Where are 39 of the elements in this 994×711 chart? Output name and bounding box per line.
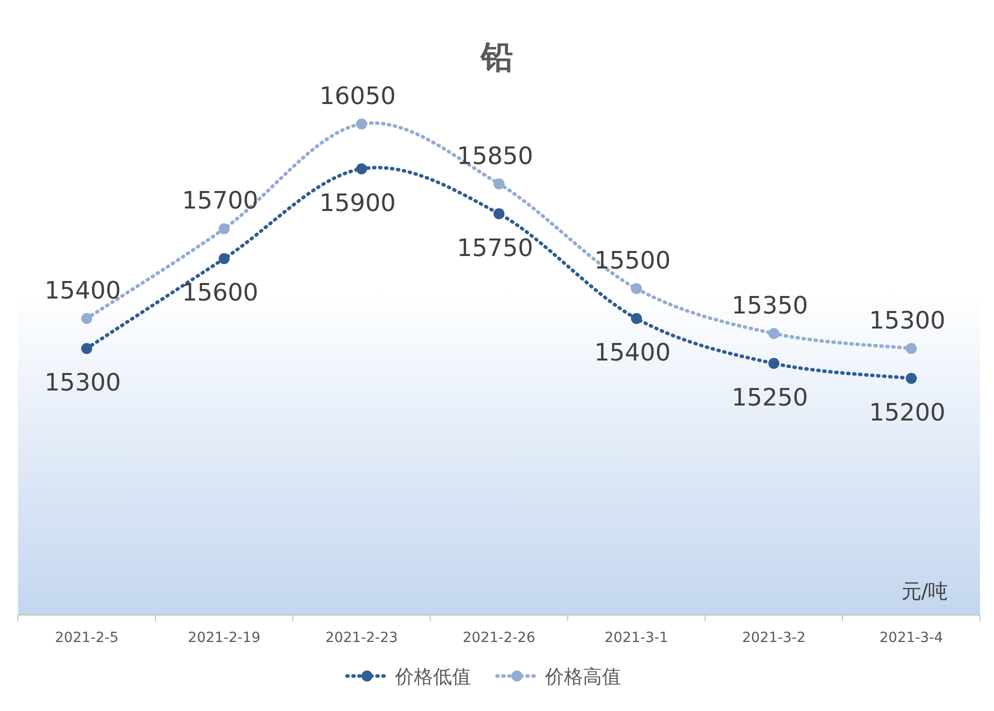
point [768, 358, 780, 369]
x-tick-label: 2021-3-2 [742, 630, 806, 646]
point [630, 313, 642, 324]
data-label: 16050 [319, 82, 396, 110]
text: 元/吨 [901, 579, 948, 603]
point [906, 372, 917, 384]
x-tick-label: 2021-3-1 [604, 630, 668, 646]
data-label: 15200 [869, 398, 946, 426]
legend-label: 价格低值 [394, 666, 471, 688]
point [218, 223, 230, 234]
data-label: 15400 [44, 276, 121, 305]
x-tick-label: 2021-3-4 [880, 630, 944, 646]
point [494, 208, 504, 220]
point [356, 118, 368, 130]
data-label: 15250 [732, 383, 808, 412]
data-label: 15700 [182, 186, 258, 215]
data-label: 15850 [456, 142, 534, 170]
point [768, 328, 780, 339]
data-label: 15750 [456, 234, 534, 262]
point [906, 342, 917, 354]
data-label: 15400 [594, 338, 671, 367]
x-tick-label: 2021-2-19 [188, 630, 260, 646]
x-tick-label: 2021-2-23 [325, 630, 398, 646]
data-label: 15600 [182, 278, 258, 307]
point [494, 178, 504, 190]
point [630, 283, 642, 294]
point [81, 342, 92, 354]
legend-label: 价格高值 [544, 666, 621, 688]
data-label: 15350 [732, 291, 808, 320]
data-label: 15300 [869, 306, 946, 334]
point [356, 163, 368, 174]
data-label: 15900 [319, 188, 396, 217]
data-label: 15300 [44, 368, 121, 396]
data-label: 15500 [594, 246, 671, 275]
point [218, 253, 230, 264]
point [81, 313, 92, 324]
x-tick-label: 2021-2-26 [462, 630, 536, 646]
chart-title: 铅 [479, 38, 513, 76]
x-tick-label: 2021-2-5 [54, 630, 118, 646]
